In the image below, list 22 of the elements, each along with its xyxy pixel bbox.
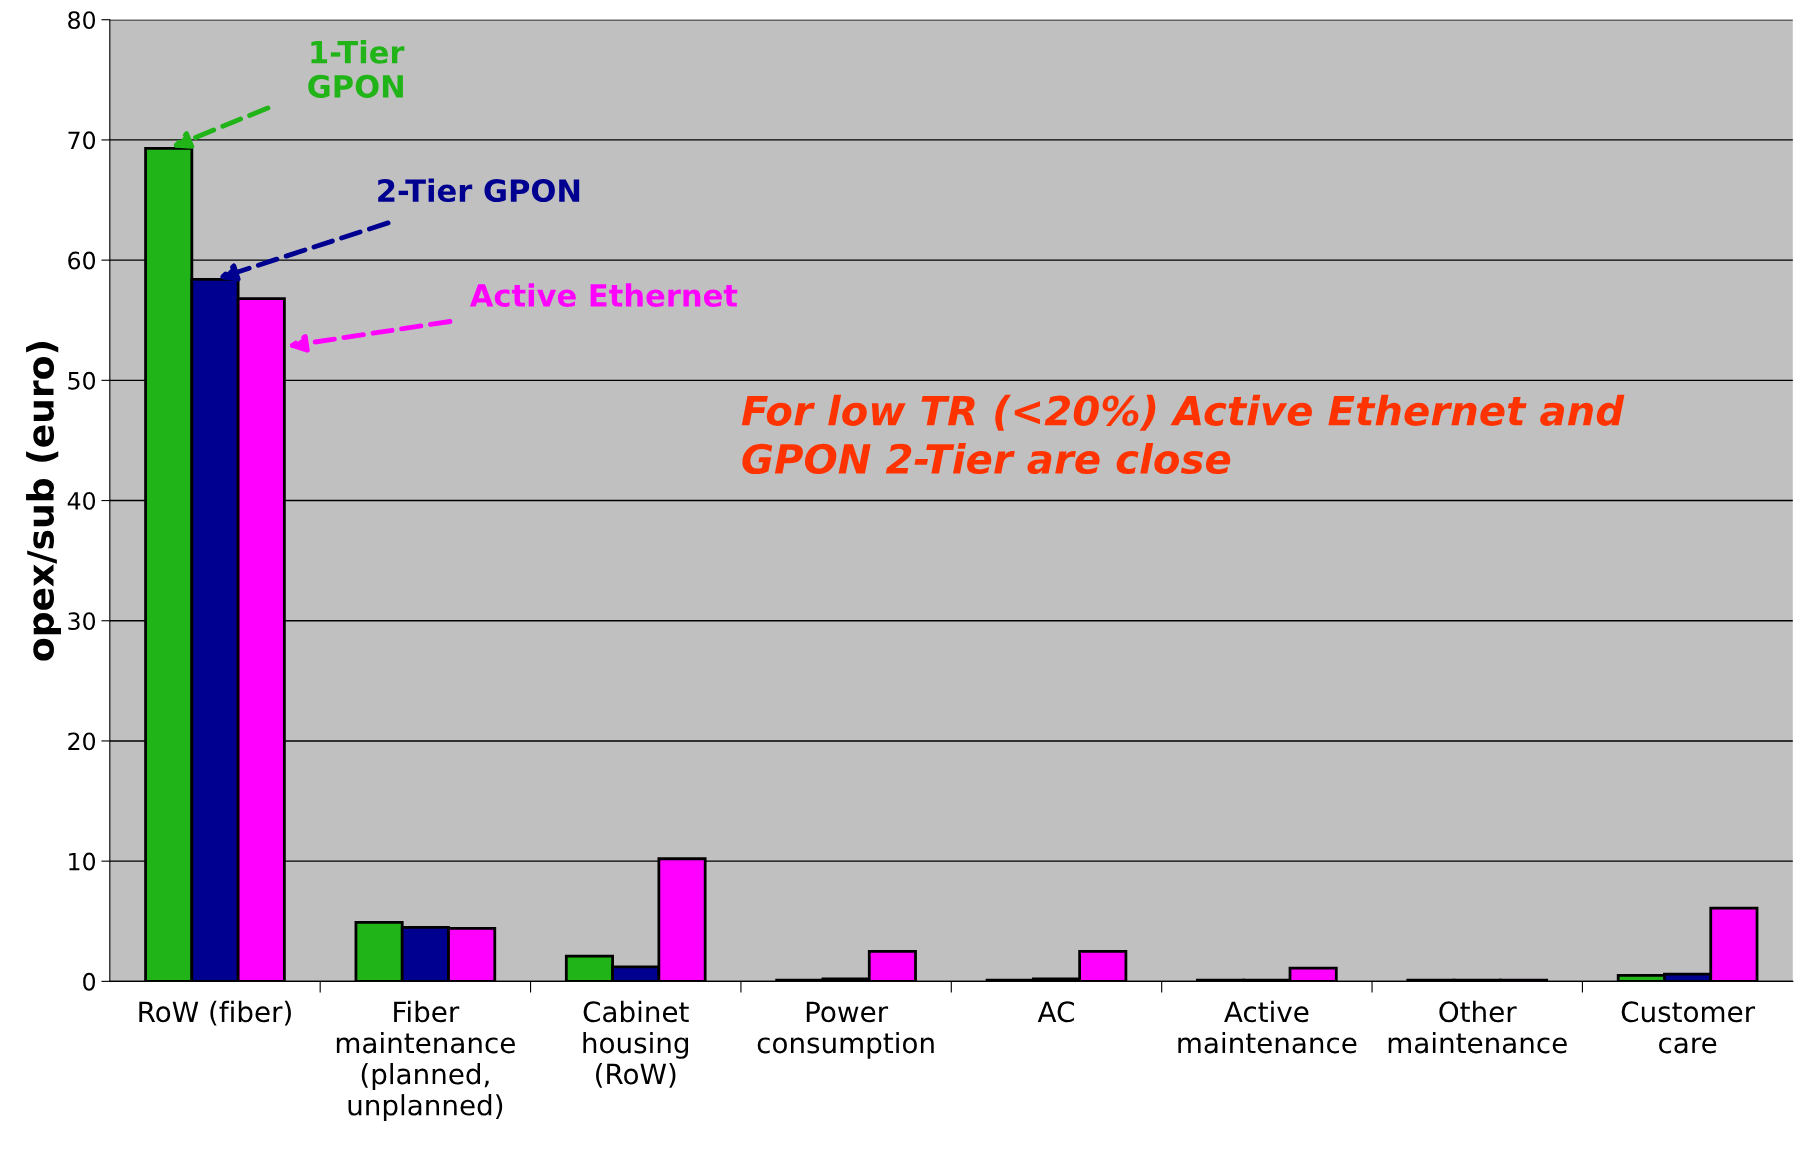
x-tick-label: Fiber maintenance (planned, unplanned) [336, 1000, 515, 1121]
x-tick-label: Cabinet housing (RoW) [583, 1000, 689, 1088]
y-tick-label: 40 [67, 491, 96, 510]
x-tick-label: AC [1037, 1001, 1074, 1023]
annotation: For low TR (<20%) Active Ethernet and GPON 2-Tier are close [741, 394, 1625, 475]
y-tick-label: 10 [69, 852, 96, 871]
y-tick-label: 50 [68, 371, 96, 390]
y-tick-label: 30 [68, 612, 96, 631]
text: 1-Tier GPON [308, 40, 405, 98]
y-tick-label: 60 [68, 251, 96, 270]
y-axis-title: opex/sub (euro) [26, 342, 61, 661]
y-tick-label: 80 [68, 11, 96, 30]
x-tick-label: Other maintenance [1388, 1000, 1567, 1054]
x-tick-label: RoW (fiber) [139, 1000, 291, 1026]
y-tick-label: 20 [68, 732, 96, 751]
x-tick-label: Power consumption [757, 1001, 934, 1059]
x-tick-label: Active maintenance [1178, 1000, 1357, 1054]
y-tick-label: 70 [68, 131, 96, 150]
text: Active Ethernet [469, 283, 738, 307]
y-tick-label: 0 [83, 972, 96, 991]
x-tick-label: Customer care [1621, 1001, 1756, 1054]
text: 2-Tier GPON [378, 178, 580, 203]
